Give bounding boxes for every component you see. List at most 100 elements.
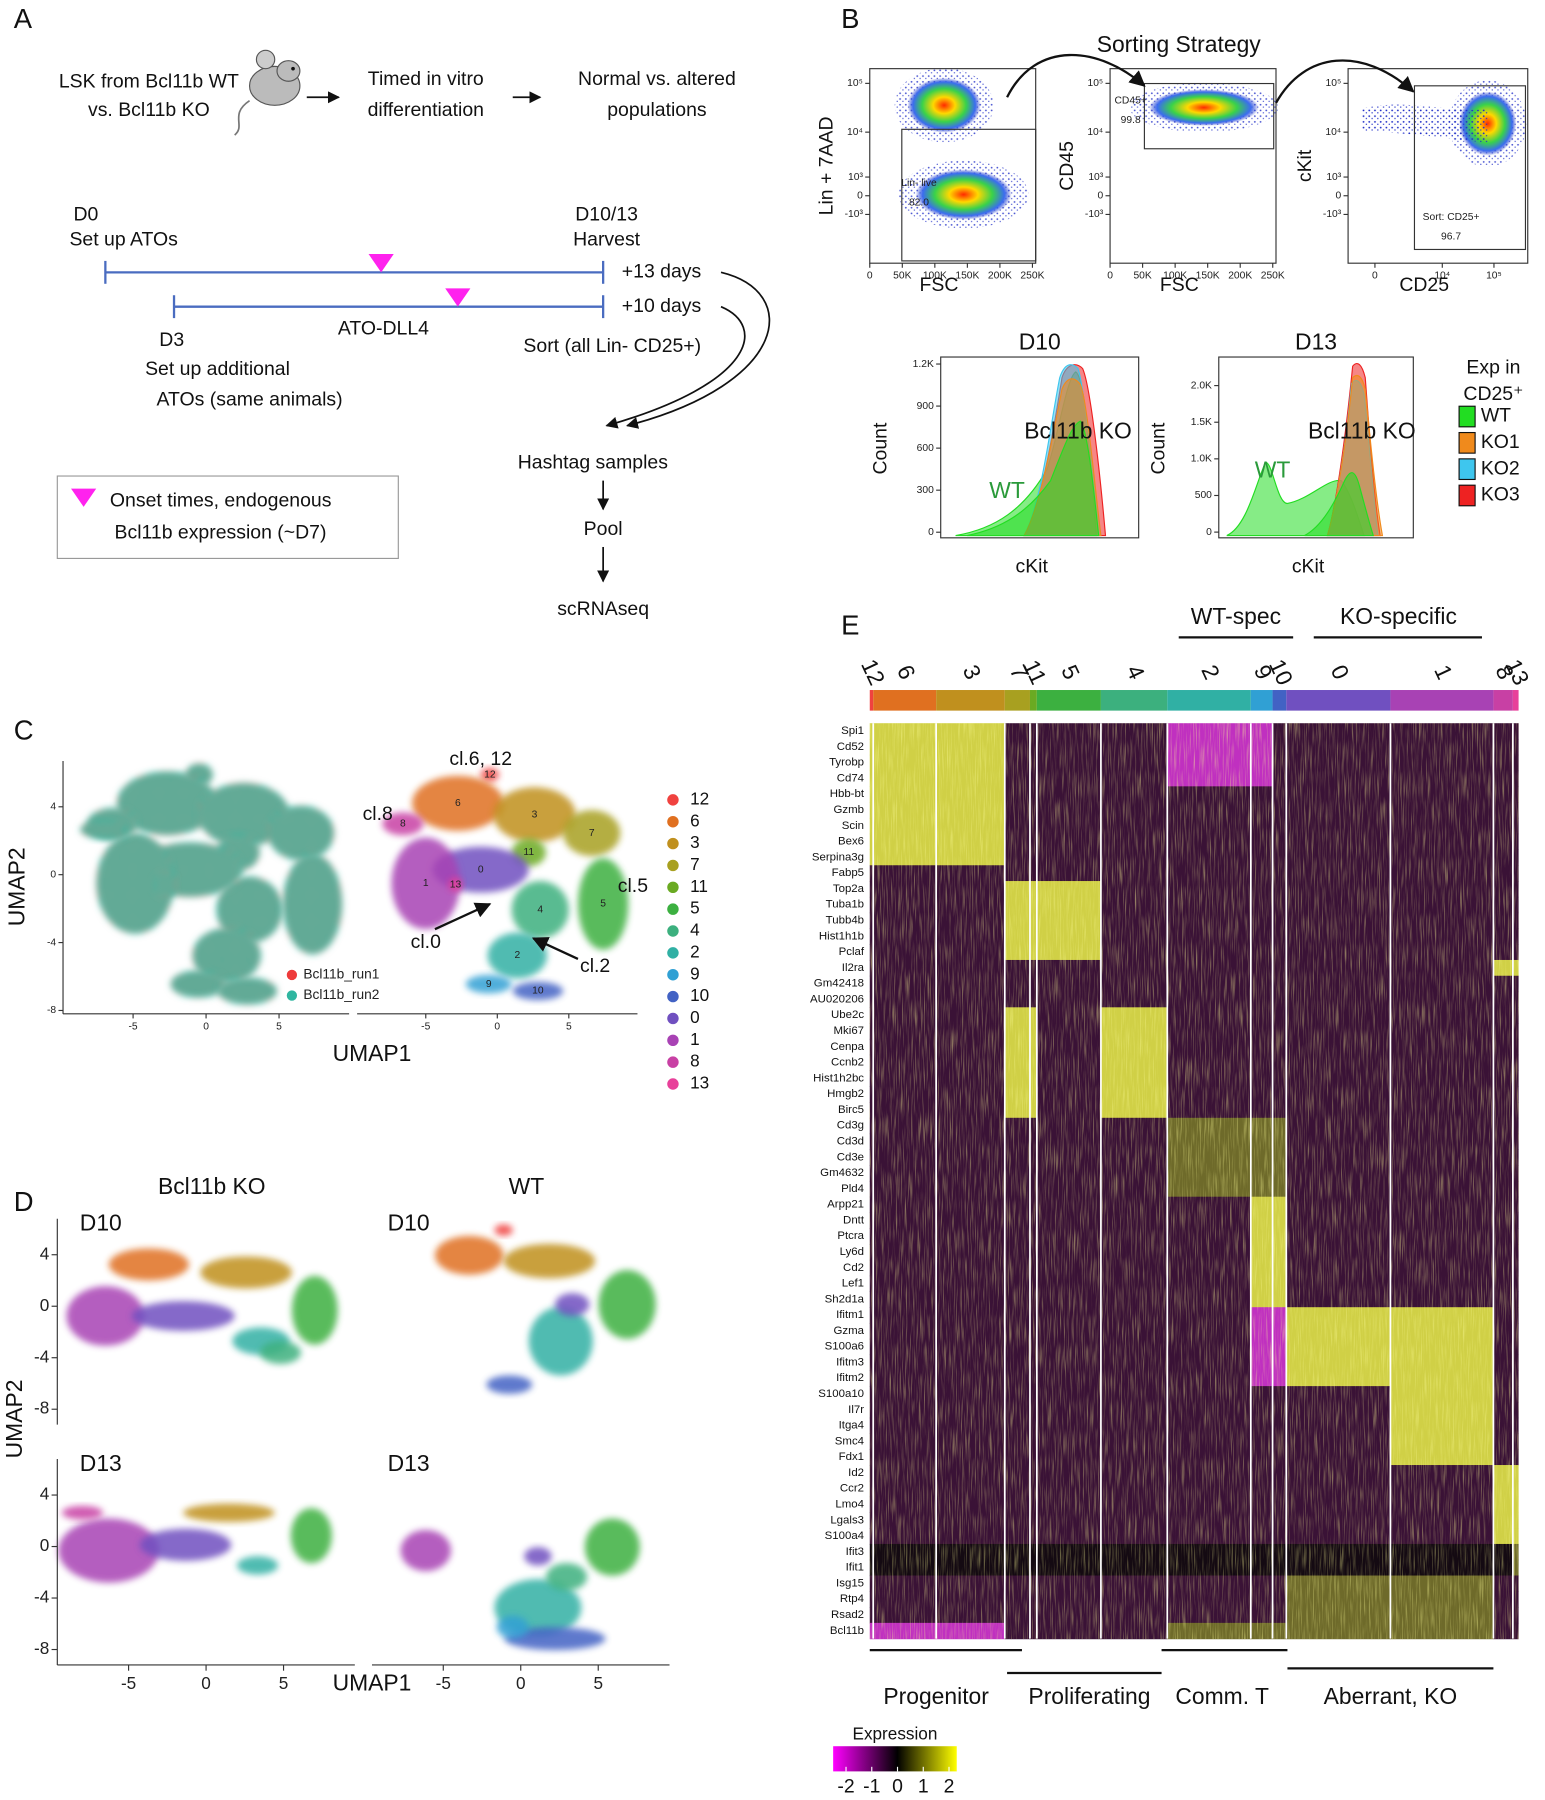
gate-label: CD45+ [1115, 95, 1147, 106]
gene-label: Smc4 [835, 1435, 865, 1447]
legend-dot [667, 969, 679, 981]
arrow [626, 271, 771, 429]
legend-title: CD25⁺ [1463, 383, 1523, 405]
gene-label: Itga4 [839, 1420, 865, 1432]
gene-label: S100a4 [825, 1530, 865, 1542]
title: Sorting Strategy [1097, 31, 1262, 57]
gene-label: Birc5 [838, 1104, 864, 1116]
label: ATO-DLL4 [338, 318, 429, 340]
cluster-label: 5 [1056, 661, 1085, 684]
plot-frame [1109, 68, 1277, 264]
cluster-number: 13 [450, 879, 462, 890]
x-tick-label: -5 [129, 1021, 138, 1032]
legend-label: 12 [690, 788, 709, 808]
gene-label: Fdx1 [839, 1451, 864, 1463]
plot-title: D13 [1295, 328, 1337, 354]
legend-swatch [1458, 431, 1476, 454]
group-label: Progenitor [883, 1683, 989, 1709]
gene-label: Bex6 [838, 836, 864, 848]
cell-cloud [267, 805, 335, 861]
callout: cl.8 [363, 803, 393, 825]
panel-label: B [841, 3, 859, 34]
gene-label: Pld4 [841, 1183, 865, 1195]
histogram-curve [1304, 472, 1375, 537]
series-label: Bcl11b KO [1024, 418, 1132, 444]
cell-cloud [400, 1529, 451, 1572]
cell-cloud [584, 1518, 640, 1576]
cluster-bar [869, 690, 874, 711]
y-tick-label: 900 [917, 401, 934, 412]
onset-marker [368, 254, 394, 273]
gene-label: Gzma [834, 1325, 865, 1337]
y-tick-label: 1.5K [1191, 417, 1212, 428]
gate-value: 96.7 [1441, 232, 1461, 243]
y-tick-label: 0 [928, 527, 934, 538]
cell-cloud [504, 1627, 606, 1651]
gene-label: Fabp5 [832, 867, 864, 879]
legend-label: 4 [690, 920, 700, 940]
cell-cloud [555, 1293, 590, 1316]
legend-label: 1 [690, 1029, 700, 1049]
x-tick-label: 5 [566, 1021, 572, 1032]
y-tick-label: -10³ [845, 209, 864, 220]
cell-cloud [528, 1306, 593, 1376]
cell-cloud [524, 1547, 552, 1566]
label: D3 [159, 329, 184, 351]
gene-label: Cd3e [837, 1151, 864, 1163]
row-label: D10 [80, 1209, 122, 1235]
cluster-number: 6 [455, 798, 461, 809]
timeline [104, 260, 605, 319]
panel-label: C [14, 715, 34, 746]
legend-dot [667, 794, 679, 806]
x-tick-label: 100K [923, 271, 947, 282]
cell-cloud [494, 1224, 513, 1236]
legend-swatch [1458, 484, 1476, 507]
gene-label: Lgals3 [830, 1514, 864, 1526]
colorbar-tick-label: -1 [863, 1776, 880, 1798]
y-tick-label: 1.0K [1191, 454, 1212, 465]
cell-cloud [216, 876, 283, 943]
label: +10 days [622, 295, 702, 317]
y-tick-label: 0 [50, 869, 56, 880]
cell-cloud [434, 1235, 504, 1275]
cluster-number: 7 [589, 828, 595, 839]
x-tick-label: 0 [867, 271, 873, 282]
cluster-label: 3 [958, 661, 987, 684]
cluster-bar [1512, 690, 1519, 711]
axis-label: UMAP2 [1, 1380, 27, 1459]
plot-frame [940, 356, 1140, 539]
cell-cloud [382, 812, 424, 836]
cell-cloud [282, 853, 343, 955]
x-tick-label: 0 [1107, 271, 1113, 282]
panel-label: D [14, 1186, 34, 1217]
y-tick-label: 0 [1336, 190, 1342, 201]
gene-label: Gm42418 [814, 978, 864, 990]
x-tick-label: 150K [955, 271, 979, 282]
cluster-number: 11 [523, 847, 534, 858]
cluster-bar [1004, 690, 1030, 711]
colorbar [833, 1746, 957, 1772]
gene-label: Rtp4 [840, 1593, 865, 1605]
legend-label: 3 [690, 832, 700, 852]
gene-label: Cd52 [837, 741, 864, 753]
axis-label: cKit [1294, 149, 1316, 182]
y-tick-label: 10⁴ [847, 127, 863, 138]
x-tick-label: 200K [1228, 271, 1252, 282]
label: +13 days [622, 260, 702, 282]
axis-label: UMAP1 [333, 1669, 412, 1695]
cell-cloud [80, 820, 126, 839]
x-tick-label: 250K [1261, 271, 1285, 282]
cell-cloud [61, 1505, 104, 1520]
legend-label: Bcl11b_run2 [303, 987, 379, 1002]
gate-value: 82.0 [909, 197, 929, 208]
panel-label: A [14, 3, 33, 34]
x-tick-label: -5 [121, 1673, 136, 1693]
y-tick-label: 10³ [1088, 172, 1103, 183]
legend-dot [667, 903, 679, 915]
cell-cloud [511, 881, 569, 939]
cell-cloud [153, 873, 177, 896]
row-label: D13 [388, 1450, 430, 1476]
cluster-label: 11 [1018, 656, 1052, 689]
axis-label: UMAP1 [333, 1040, 412, 1066]
legend-dot [667, 816, 679, 828]
